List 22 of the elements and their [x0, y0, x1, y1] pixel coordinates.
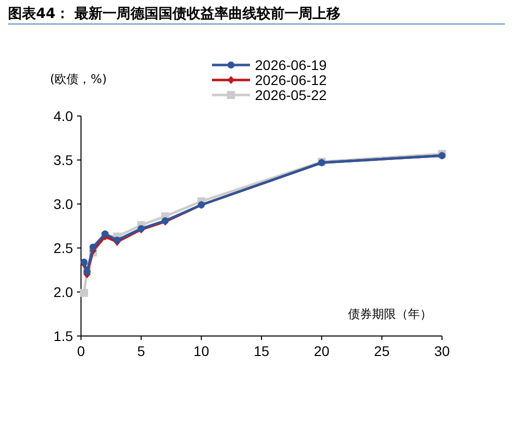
point [90, 244, 97, 251]
x-tick-label: 15 [254, 343, 270, 359]
x-tick-label: 30 [434, 343, 450, 359]
y-tick-label: 4.0 [54, 108, 74, 124]
point [80, 288, 88, 297]
y-axis-title: (欧债，%) [50, 72, 107, 86]
x-tick-label: 0 [77, 343, 86, 359]
x-tick-label: 20 [314, 343, 330, 359]
y-tick-label: 1.5 [54, 328, 74, 344]
legend-label: 2026-06-12 [255, 72, 327, 88]
legend-label: 2026-06-19 [255, 57, 327, 73]
point [102, 230, 109, 238]
y-tick-label: 2.5 [54, 240, 74, 256]
x-tick-label: 5 [137, 343, 146, 359]
x-axis-title: 债券期限（年） [348, 307, 432, 321]
x-tick-label: 10 [194, 343, 210, 359]
chart-title: 图表44： 最新一周德国国债收益率曲线较前一周上移 [8, 5, 340, 22]
y-tick-label: 3.5 [54, 152, 74, 168]
legend-label: 2026-05-22 [255, 87, 327, 103]
y-tick-label: 2.0 [54, 284, 74, 300]
x-tick-label: 25 [374, 343, 390, 359]
y-tick-label: 3.0 [54, 196, 74, 212]
